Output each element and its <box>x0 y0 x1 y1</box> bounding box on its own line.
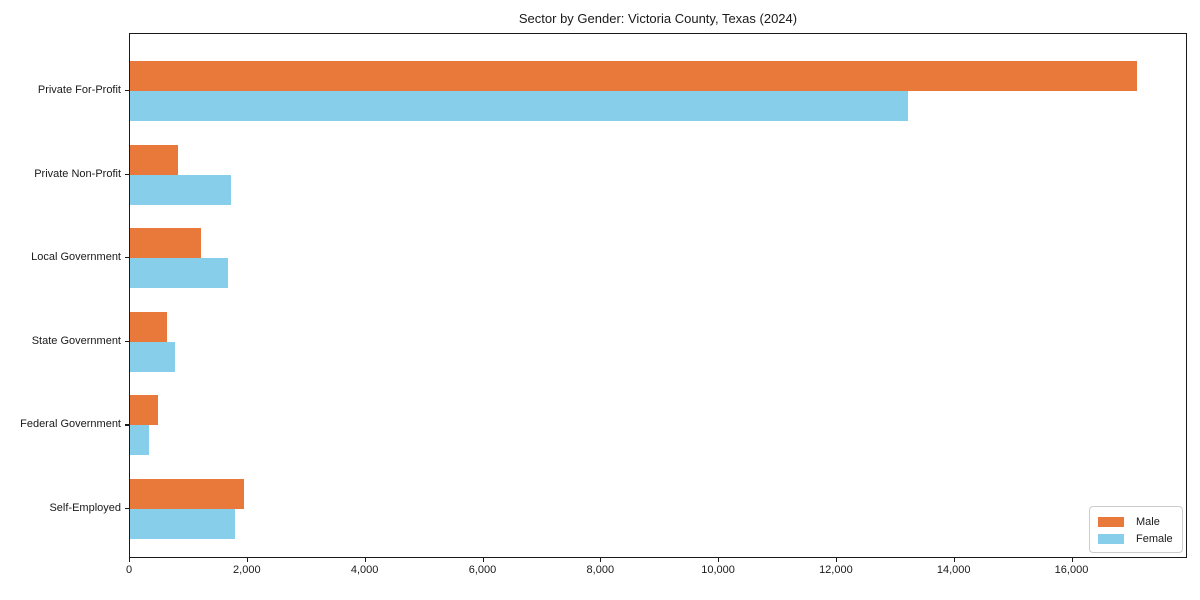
x-tick-mark <box>835 558 838 562</box>
y-tick-label-self-employed: Self-Employed <box>49 502 121 514</box>
bar-male-private-for-profit <box>130 61 1138 91</box>
legend-label: Male <box>1136 515 1160 528</box>
bar-male-self-employed <box>130 479 244 509</box>
bar-female-local-government <box>130 258 228 289</box>
x-tick-mark <box>953 558 955 562</box>
y-tick-label-local-government: Local Government <box>31 251 121 264</box>
y-tick-label-private-non-profit: Private Non-Profit <box>34 167 121 180</box>
bar-female-private-for-profit <box>130 91 908 121</box>
x-tick-label: 10,000 <box>701 564 735 576</box>
x-tick-mark <box>246 558 248 562</box>
legend-entry-male: Male <box>1098 514 1174 529</box>
y-tick-mark <box>125 257 129 259</box>
x-tick-mark <box>364 558 366 562</box>
y-tick-mark <box>125 90 129 92</box>
bar-female-federal-government <box>130 425 150 456</box>
legend-swatch-male <box>1098 516 1124 527</box>
x-tick-mark <box>1071 558 1073 562</box>
bar-male-federal-government <box>130 395 159 426</box>
x-tick-mark <box>718 558 720 562</box>
x-tick-label: 16,000 <box>1054 564 1089 576</box>
chart-title: Sector by Gender: Victoria County, Texas… <box>518 11 798 26</box>
x-tick-label: 4,000 <box>350 564 379 576</box>
bar-male-local-government <box>130 228 201 259</box>
x-tick-label: 0 <box>125 564 133 576</box>
x-tick-mark <box>129 558 131 562</box>
plot-area <box>129 33 1187 558</box>
y-tick-mark <box>125 424 129 426</box>
y-tick-label-state-government: State Government <box>31 334 121 347</box>
x-tick-label: 12,000 <box>819 564 853 576</box>
bar-female-self-employed <box>130 509 235 539</box>
bar-female-state-government <box>130 341 175 372</box>
legend-label: Female <box>1136 532 1173 545</box>
x-tick-mark <box>600 558 602 562</box>
y-tick-mark <box>125 340 129 342</box>
legend: Male Female <box>1089 506 1183 553</box>
x-tick-label: 6,000 <box>468 564 497 576</box>
x-tick-label: 14,000 <box>936 564 971 576</box>
bar-female-private-non-profit <box>130 174 232 205</box>
y-tick-mark <box>125 173 129 175</box>
x-tick-label: 8,000 <box>586 564 615 576</box>
x-tick-label: 2,000 <box>233 564 261 576</box>
y-tick-label-federal-government: Federal Government <box>20 418 121 431</box>
bar-male-private-non-profit <box>130 144 178 175</box>
x-tick-mark <box>482 558 484 562</box>
bar-male-state-government <box>130 311 167 342</box>
legend-swatch-female <box>1098 533 1124 544</box>
y-tick-label-private-for-profit: Private For-Profit <box>37 84 121 96</box>
y-tick-mark <box>125 508 129 510</box>
legend-entry-female: Female <box>1098 531 1174 546</box>
